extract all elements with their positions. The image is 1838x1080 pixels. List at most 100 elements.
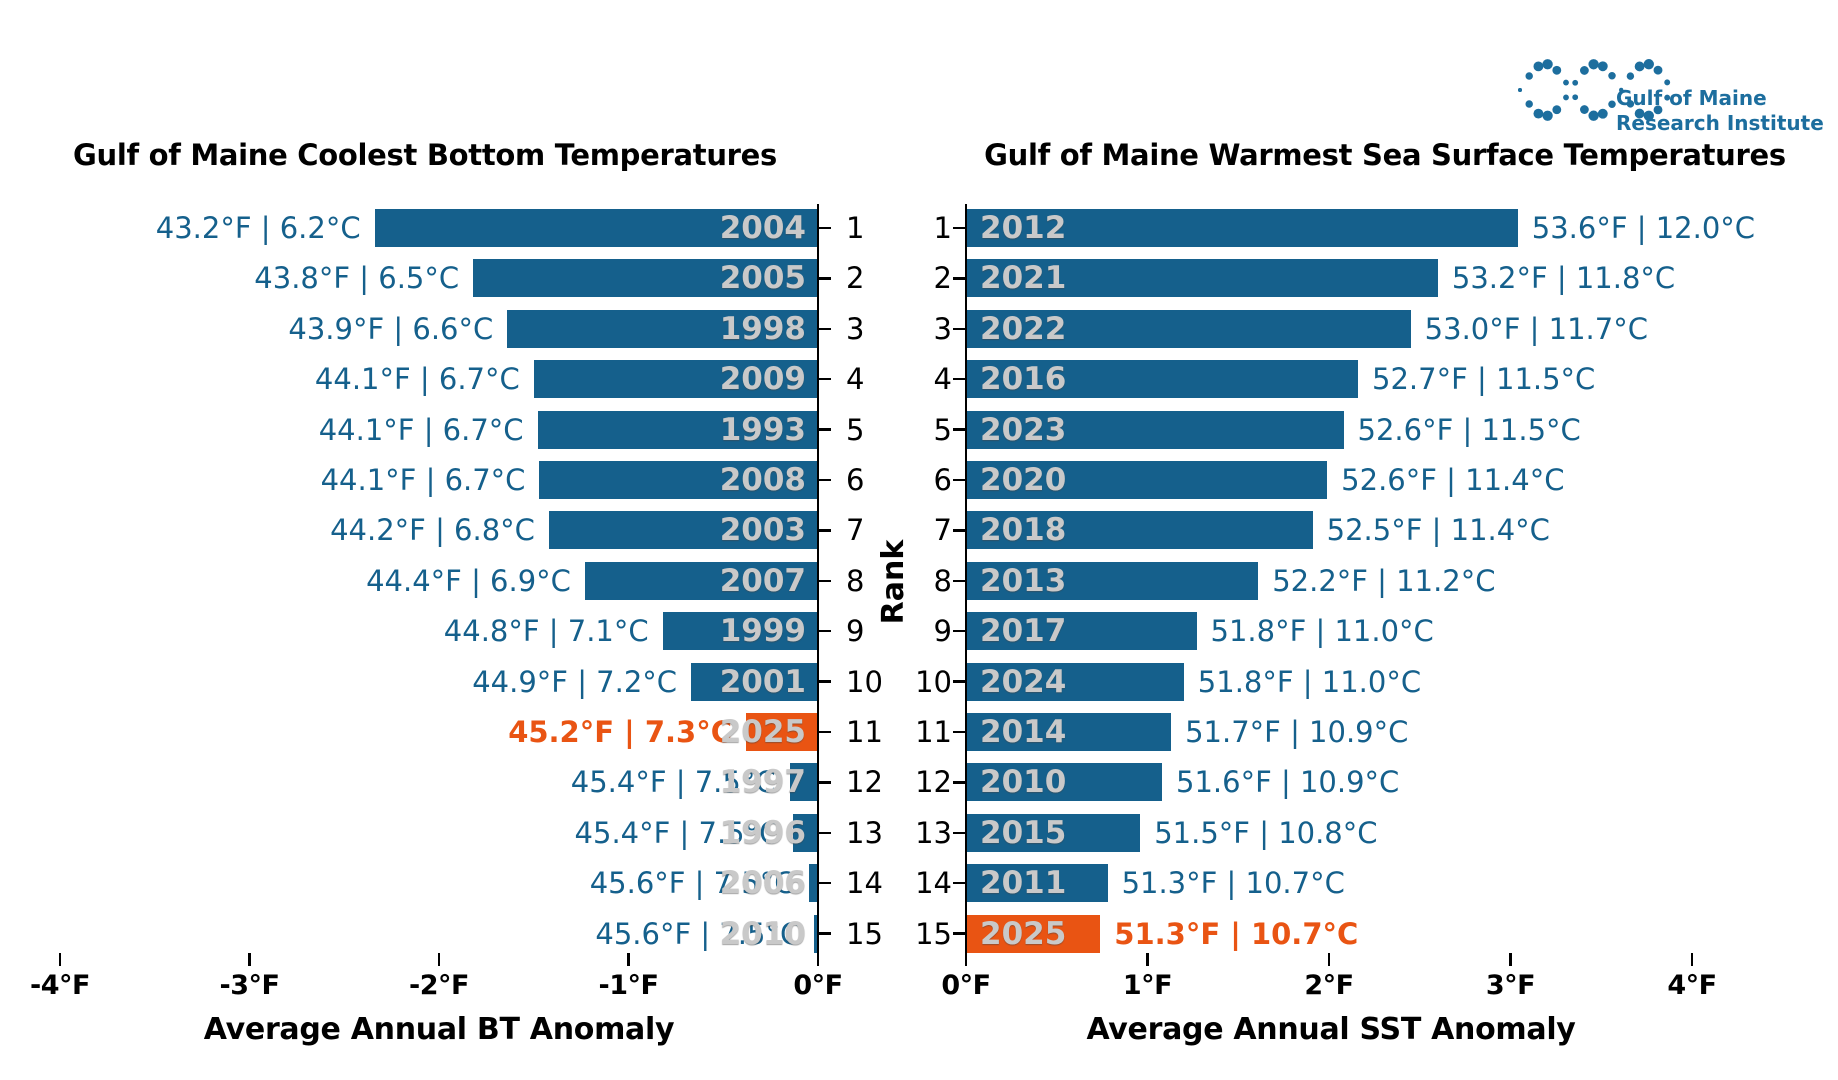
sst-bar-2025 — [966, 914, 1101, 953]
logo-dot — [1626, 100, 1635, 108]
logo-dot — [1634, 108, 1645, 119]
sst-year-label-2025: 2025 — [980, 915, 1067, 952]
bt-rank-tick-8 — [818, 579, 831, 583]
sst-xtick-4 — [1690, 953, 1694, 966]
sst-year-label-2021: 2021 — [980, 260, 1067, 297]
bt-rank-9: 9 — [846, 614, 865, 649]
bt-xtick-label-2: -2°F — [409, 970, 469, 1001]
bt-rank-tick-9 — [818, 629, 831, 633]
bt-rank-tick-12 — [818, 781, 831, 784]
logo-dot — [1525, 72, 1533, 80]
bt-rank-2: 2 — [846, 261, 865, 296]
logo-dot — [1664, 94, 1671, 101]
sst-xtick-1 — [1146, 953, 1149, 966]
bt-xtick-4 — [816, 953, 820, 966]
logo-dot — [1533, 108, 1544, 119]
sst-chart-title: Gulf of Maine Warmest Sea Surface Temper… — [984, 138, 1786, 172]
bt-value-label-2010: 45.6°F | 7.5°C — [595, 916, 801, 951]
bt-rank-7: 7 — [846, 513, 865, 548]
bt-year-label-1996: 1996 — [719, 814, 806, 851]
logo-dot — [1552, 105, 1562, 115]
sst-value-label-2024: 51.8°F | 11.0°C — [1197, 664, 1422, 699]
bt-bar-2001 — [691, 662, 818, 701]
sst-bar-2018 — [966, 511, 1313, 550]
bt-rank-tick-1 — [818, 226, 831, 230]
bt-rank-14: 14 — [846, 866, 883, 901]
sst-rank-8: 8 — [933, 563, 952, 598]
bt-value-label-1993: 44.1°F | 6.7°C — [318, 412, 524, 447]
sst-bar-2012 — [966, 209, 1518, 247]
sst-rank-tick-12 — [953, 781, 966, 784]
sst-rank-tick-4 — [953, 377, 966, 381]
sst-bar-2015 — [966, 813, 1141, 852]
sst-year-label-2023: 2023 — [980, 411, 1067, 448]
bt-rank-tick-11 — [818, 730, 831, 734]
logo-dot — [1563, 94, 1569, 101]
sst-bar-2023 — [966, 410, 1344, 449]
sst-zero-axis — [964, 204, 968, 953]
sst-xtick-3 — [1509, 953, 1512, 966]
sst-bar-2017 — [966, 612, 1197, 651]
gmri-fish-dots-icon — [1518, 59, 1671, 121]
logo-dot — [1572, 94, 1579, 101]
bt-rank-10: 10 — [846, 664, 883, 699]
sst-rank-3: 3 — [933, 311, 952, 346]
bt-bar-2004 — [374, 209, 818, 247]
logo-dot — [1597, 61, 1608, 72]
logo-dot — [1653, 65, 1663, 75]
bt-rank-11: 11 — [846, 715, 883, 749]
sst-rank-tick-15 — [953, 932, 966, 935]
sst-rank-tick-3 — [953, 327, 966, 331]
sst-xtick-label-2: 2°F — [1304, 970, 1354, 1001]
sst-rank-tick-1 — [953, 226, 966, 230]
sst-value-label-2021: 53.2°F | 11.8°C — [1451, 261, 1676, 296]
sst-rank-13: 13 — [915, 815, 952, 850]
sst-year-label-2012: 2012 — [980, 210, 1067, 246]
logo-dot — [1588, 110, 1599, 121]
sst-value-label-2018: 52.5°F | 11.4°C — [1326, 513, 1550, 548]
sst-year-label-2018: 2018 — [980, 512, 1067, 549]
bt-value-label-2003: 44.2°F | 6.8°C — [330, 513, 535, 548]
sst-rank-tick-13 — [953, 831, 966, 835]
sst-xtick-label-3: 3°F — [1485, 970, 1536, 1001]
bt-rank-tick-7 — [818, 529, 831, 532]
bt-rank-6: 6 — [846, 463, 865, 497]
sst-rank-tick-11 — [953, 730, 966, 734]
sst-rank-10: 10 — [915, 664, 952, 699]
sst-rank-9: 9 — [933, 614, 952, 649]
bt-bar-2005 — [473, 259, 818, 298]
bt-year-label-1993: 1993 — [719, 411, 806, 448]
bt-bar-2007 — [584, 561, 818, 600]
bt-rank-12: 12 — [846, 765, 883, 800]
logo-line1: Gulf of Maine — [1616, 86, 1767, 110]
bt-year-label-2001: 2001 — [719, 663, 806, 700]
sst-xtick-label-0: 0°F — [941, 970, 991, 1001]
sst-rank-5: 5 — [933, 412, 952, 447]
bt-year-label-2009: 2009 — [719, 361, 806, 398]
bt-year-label-1999: 1999 — [719, 613, 806, 650]
logo-dot — [1572, 79, 1579, 86]
gmri-logo-text: Gulf of Maine Research Institute — [1616, 86, 1824, 136]
sst-value-label-2013: 52.2°F | 11.2°C — [1272, 563, 1496, 598]
bt-year-label-1997: 1997 — [719, 764, 806, 801]
sst-rank-4: 4 — [933, 362, 952, 397]
bt-xtick-label-1: -3°F — [219, 970, 280, 1001]
bt-value-label-2007: 44.4°F | 6.9°C — [366, 563, 571, 598]
bt-rank-tick-14 — [818, 881, 831, 885]
sst-year-label-2013: 2013 — [980, 562, 1067, 599]
bt-bar-1996 — [793, 813, 818, 852]
sst-xtick-label-4: 4°F — [1667, 970, 1717, 1001]
bt-xaxis-label: Average Annual BT Anomaly — [203, 1012, 675, 1047]
sst-rank-tick-2 — [953, 277, 966, 280]
logo-dot — [1608, 72, 1616, 80]
sst-rank-15: 15 — [915, 916, 952, 951]
sst-bar-2014 — [966, 713, 1172, 751]
bt-year-label-2010: 2010 — [719, 915, 806, 952]
sst-year-label-2015: 2015 — [980, 814, 1067, 851]
bt-bar-1993 — [537, 410, 818, 449]
gmri-logo: Gulf of Maine Research Institute — [1516, 50, 1828, 146]
sst-rank-6: 6 — [933, 463, 952, 497]
logo-dot — [1597, 108, 1608, 119]
logo-dot — [1563, 79, 1569, 86]
bt-value-label-2008: 44.1°F | 6.7°C — [320, 463, 526, 497]
